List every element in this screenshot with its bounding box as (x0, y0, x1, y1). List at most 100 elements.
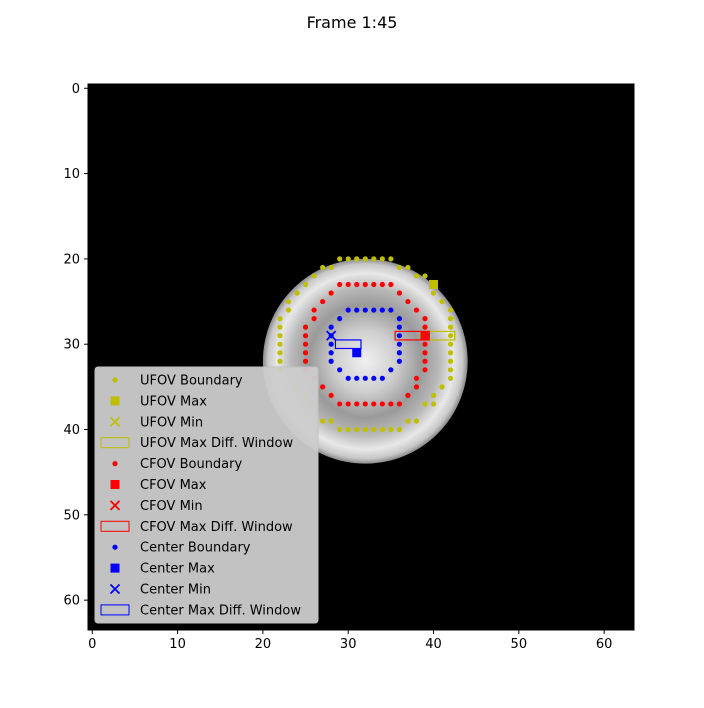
ufov-boundary-point (447, 367, 454, 373)
chart-title: Frame 1:45 (307, 13, 398, 32)
ufov-boundary-point (362, 256, 368, 262)
cfov-max-diff-window-rect (394, 330, 430, 341)
center-boundary-point (354, 375, 360, 381)
cfov-min-point (419, 330, 431, 341)
center-max-diff-window-rect (334, 339, 362, 350)
axes-frame (87, 83, 635, 631)
ufov-boundary-point (422, 273, 428, 279)
ufov-boundary-point (337, 426, 343, 433)
legend-label: UFOV Min (140, 415, 203, 430)
center-boundary-point (337, 316, 343, 322)
x-tick-label: 20 (255, 637, 272, 652)
series-cfov-min (419, 330, 431, 341)
x-tick-label: 50 (511, 637, 528, 652)
legend-label: CFOV Max (140, 478, 207, 493)
legend-item-ufov-max: UFOV Max (110, 394, 207, 409)
ufov-boundary-point (447, 350, 454, 356)
legend-item-center-max-diff-window: Center Max Diff. Window (100, 603, 301, 618)
cfov-boundary-point (379, 401, 385, 407)
ufov-boundary-point (430, 392, 437, 398)
center-boundary-point (396, 324, 402, 330)
ufov-boundary-point (447, 375, 454, 381)
ufov-boundary-point (447, 358, 454, 364)
center-boundary-point (379, 307, 385, 313)
center-boundary-point (337, 367, 343, 373)
cfov-boundary-point (379, 281, 385, 288)
center-boundary-point (396, 350, 402, 356)
cfov-boundary-point (405, 392, 411, 398)
cfov-boundary-point (328, 290, 334, 296)
y-tick-label: 0 (72, 82, 80, 97)
legend-item-cfov-boundary: CFOV Boundary (112, 457, 242, 472)
axes: 0 10 20 30 40 50 60 0 10 20 30 40 50 60 (63, 82, 635, 652)
ufov-boundary-point (277, 358, 283, 364)
cfov-boundary-point (311, 307, 317, 313)
cfov-boundary-point (422, 367, 428, 373)
ufov-boundary-point (422, 401, 428, 407)
cfov-boundary-point (396, 401, 402, 407)
ufov-boundary-point (430, 290, 437, 296)
cfov-boundary-point (422, 350, 428, 356)
ufov-boundary-point (379, 256, 385, 262)
ufov-boundary-point (311, 273, 317, 279)
cfov-boundary-point (371, 281, 377, 288)
ufov-boundary-point (430, 401, 437, 407)
y-tick-label: 10 (63, 167, 80, 182)
x-tick-label: 60 (596, 637, 613, 652)
cfov-boundary-point (388, 401, 394, 407)
cfov-boundary-point (413, 307, 420, 313)
cfov-boundary-point (362, 281, 368, 288)
ufov-boundary-point (413, 273, 420, 279)
cfov-boundary-point (345, 401, 351, 407)
legend-label: Center Max Diff. Window (140, 603, 301, 618)
ufov-boundary-point (328, 264, 334, 271)
legend-item-cfov-max-diff-window: CFOV Max Diff. Window (100, 520, 293, 535)
legend-item-ufov-min: UFOV Min (109, 415, 203, 430)
ufov-boundary-point (285, 307, 292, 313)
x-tick-label: 0 (88, 637, 96, 652)
ufov-boundary-point (277, 333, 283, 339)
ufov-boundary-point (439, 384, 445, 390)
center-boundary-point (396, 316, 402, 322)
center-boundary-point (345, 375, 351, 381)
legend-swatch (112, 461, 118, 467)
ufov-boundary-point (294, 290, 300, 296)
ufov-boundary-point (302, 281, 309, 288)
ufov-boundary-point (447, 324, 454, 330)
data-marks (277, 256, 456, 433)
center-boundary-point (396, 341, 402, 347)
legend-label: UFOV Max (140, 394, 207, 409)
y-tick-label: 40 (63, 423, 80, 438)
series-center-boundary (328, 307, 402, 381)
cfov-boundary-point (302, 350, 309, 356)
legend-label: CFOV Boundary (140, 457, 242, 472)
legend-label: CFOV Min (140, 499, 203, 514)
center-boundary-point (396, 358, 402, 364)
legend-item-center-min: Center Min (109, 583, 211, 598)
ufov-boundary-point (388, 256, 394, 262)
y-tick-label: 60 (63, 594, 80, 609)
center-boundary-point (362, 375, 368, 381)
center-boundary-point (354, 307, 360, 313)
legend: UFOV Boundary UFOV Max UFOV Min UFOV Max Di… (94, 366, 319, 624)
ufov-boundary-point (371, 256, 377, 262)
legend-label: Center Max (140, 562, 215, 577)
x-tick-label: 10 (169, 637, 186, 652)
ufov-boundary-point (362, 426, 368, 433)
legend-swatch (109, 500, 121, 511)
ufov-boundary-point (405, 418, 411, 424)
ufov-boundary-point (379, 426, 385, 433)
center-boundary-point (379, 375, 385, 381)
center-boundary-point (396, 333, 402, 339)
cfov-boundary-point (345, 281, 351, 288)
center-boundary-point (328, 324, 334, 330)
legend-box (94, 366, 319, 624)
cfov-boundary-point (337, 401, 343, 407)
center-boundary-point (362, 307, 368, 313)
ufov-boundary-point (447, 341, 454, 347)
series-ufov-max (429, 279, 439, 289)
center-boundary-point (328, 350, 334, 356)
center-boundary-point (328, 358, 334, 364)
ufov-boundary-point (328, 418, 334, 424)
legend-item-ufov-max-diff-window: UFOV Max Diff. Window (100, 436, 293, 451)
